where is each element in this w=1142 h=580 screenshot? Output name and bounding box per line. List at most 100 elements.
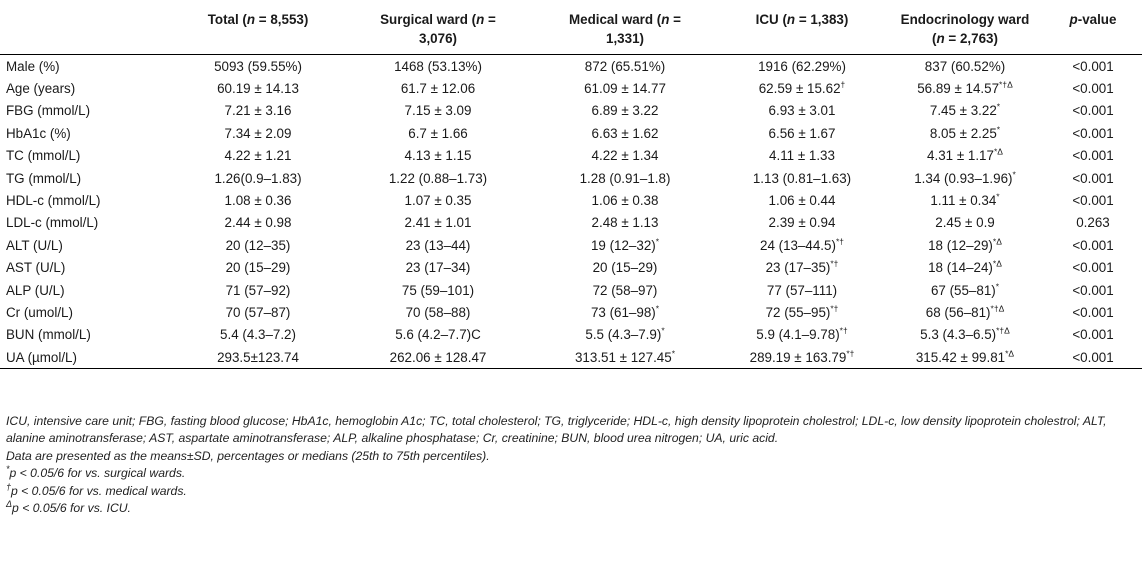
cell-icu: 5.9 (4.1–9.78)*† — [756, 325, 848, 343]
cell-icu: 1916 (62.29%) — [758, 58, 846, 74]
cell-characteristic: TC (mmol/L) — [6, 148, 81, 164]
table-body: Male (%) 5093 (59.55%) 1468 (53.13%) 872 (6… — [0, 55, 1142, 370]
cell-total: 7.34 ± 2.09 — [224, 125, 292, 141]
cell-icu: 1.13 (0.81–1.63) — [752, 170, 852, 186]
cell-endocrinology: 18 (14–24)*Δ — [928, 258, 1002, 276]
cell-icu: 1.06 ± 0.44 — [768, 193, 836, 209]
cell-characteristic: HbA1c (%) — [6, 125, 71, 141]
table-container: Total (n = 8,553) Surgical ward (n = 3,076… — [0, 0, 1142, 515]
cell-icu: 23 (17–35)*† — [765, 258, 839, 276]
cell-total: 70 (57–87) — [225, 304, 291, 320]
cell-total: 293.5±123.74 — [172, 346, 344, 370]
cell-endocrinology: 2.45 ± 0.9 — [935, 215, 995, 231]
characteristics-table: Total (n = 8,553) Surgical ward (n = 3,076… — [0, 0, 1142, 370]
table-row: Cr (umol/L) 70 (57–87) 70 (58–88) 73 (61–98… — [0, 301, 1142, 323]
cell-pvalue: <0.001 — [1072, 327, 1114, 343]
cell-medical: 19 (12–32)* — [590, 236, 660, 253]
cell-surgical: 23 (13–44) — [405, 237, 471, 253]
cell-pvalue: <0.001 — [1044, 346, 1142, 370]
cell-medical: 73 (61–98)* — [590, 303, 660, 320]
table-row: FBG (mmol/L) 7.21 ± 3.16 7.15 ± 3.09 6.89 ±… — [0, 100, 1142, 122]
cell-surgical: 1.22 (0.88–1.73) — [388, 170, 488, 186]
cell-medical: 6.63 ± 1.62 — [591, 125, 659, 141]
cell-endocrinology: 837 (60.52%) — [924, 58, 1006, 74]
cell-total: 1.08 ± 0.36 — [224, 193, 292, 209]
table-row: LDL-c (mmol/L) 2.44 ± 0.98 2.41 ± 1.01 2.48… — [0, 212, 1142, 234]
header-medical: Medical ward (n = 1,331) — [532, 0, 718, 55]
table-row: ALT (U/L) 20 (12–35) 23 (13–44) 19 (12–32)*… — [0, 234, 1142, 256]
cell-endocrinology: 56.89 ± 14.57*†Δ — [917, 79, 1013, 97]
header-icu: ICU (n = 1,383) — [718, 0, 886, 55]
cell-icu: 77 (57–111) — [766, 282, 838, 298]
cell-characteristic: UA (µmol/L) — [0, 346, 172, 370]
cell-endocrinology: 1.11 ± 0.34* — [930, 191, 1000, 209]
cell-characteristic: FBG (mmol/L) — [6, 103, 91, 119]
header-row: Total (n = 8,553) Surgical ward (n = 3,076… — [0, 0, 1142, 55]
footnote-star: *p < 0.05/6 for vs. surgical wards. — [6, 464, 186, 481]
table-row: ALP (U/L) 71 (57–92) 75 (59–101) 72 (58–97)… — [0, 279, 1142, 301]
cell-pvalue: <0.001 — [1072, 103, 1114, 119]
cell-characteristic: AST (U/L) — [6, 260, 66, 276]
cell-pvalue: <0.001 — [1072, 193, 1114, 209]
table-row: Male (%) 5093 (59.55%) 1468 (53.13%) 872 (6… — [0, 55, 1142, 78]
cell-surgical: 75 (59–101) — [401, 282, 475, 298]
footnote-delta: Δp < 0.05/6 for vs. ICU. — [6, 498, 131, 516]
cell-endocrinology: 67 (55–81)* — [930, 281, 1000, 298]
cell-endocrinology: 1.34 (0.93–1.96)* — [914, 169, 1016, 186]
cell-total: 20 (15–29) — [225, 260, 291, 276]
cell-pvalue: <0.001 — [1072, 125, 1114, 141]
cell-medical: 5.5 (4.3–7.9)* — [585, 325, 665, 343]
cell-pvalue: 0.263 — [1076, 215, 1110, 231]
table-row: BUN (mmol/L) 5.4 (4.3–7.2) 5.6 (4.2–7.7)C 5… — [0, 324, 1142, 346]
table-row: HbA1c (%) 7.34 ± 2.09 6.7 ± 1.66 6.63 ± 1.6… — [0, 122, 1142, 144]
table-row: AST (U/L) 20 (15–29) 23 (17–34) 20 (15–29) 2… — [0, 257, 1142, 279]
cell-surgical: 1.07 ± 0.35 — [404, 193, 472, 209]
cell-characteristic: LDL-c (mmol/L) — [6, 215, 99, 231]
cell-total: 7.21 ± 3.16 — [224, 103, 292, 119]
header-surgical: Surgical ward (n = 3,076) — [344, 0, 532, 55]
cell-icu: 2.39 ± 0.94 — [768, 215, 836, 231]
cell-endocrinology: 315.42 ± 99.81*Δ — [886, 346, 1044, 370]
header-characteristic — [0, 0, 172, 55]
cell-total: 5093 (59.55%) — [214, 58, 302, 74]
cell-icu: 6.56 ± 1.67 — [768, 125, 836, 141]
cell-endocrinology: 5.3 (4.3–6.5)*†Δ — [920, 325, 1010, 343]
cell-pvalue: <0.001 — [1072, 260, 1114, 276]
cell-total: 5.4 (4.3–7.2) — [220, 327, 296, 343]
cell-medical: 2.48 ± 1.13 — [591, 215, 659, 231]
cell-surgical: 7.15 ± 3.09 — [404, 103, 472, 119]
header-endocrinology: Endocrinology ward (n = 2,763) — [886, 0, 1044, 55]
cell-characteristic: Age (years) — [6, 81, 76, 97]
cell-characteristic: TG (mmol/L) — [6, 170, 82, 186]
abbreviations-note: ICU, intensive care unit; FBG, fasting b… — [6, 414, 1107, 446]
cell-icu: 6.93 ± 3.01 — [768, 103, 836, 119]
cell-surgical: 262.06 ± 128.47 — [344, 346, 532, 370]
table-notes: ICU, intensive care unit; FBG, fasting b… — [6, 413, 1138, 517]
cell-medical: 313.51 ± 127.45* — [532, 346, 718, 370]
table-header: Total (n = 8,553) Surgical ward (n = 3,076… — [0, 0, 1142, 55]
cell-medical: 20 (15–29) — [592, 260, 658, 276]
cell-pvalue: <0.001 — [1072, 170, 1114, 186]
cell-icu: 72 (55–95)*† — [765, 303, 839, 320]
table-row: TC (mmol/L) 4.22 ± 1.21 4.13 ± 1.15 4.22 ± … — [0, 145, 1142, 167]
cell-endocrinology: 68 (56–81)*†Δ — [925, 303, 1005, 320]
cell-total: 71 (57–92) — [225, 282, 291, 298]
cell-surgical: 70 (58–88) — [405, 304, 471, 320]
cell-characteristic: BUN (mmol/L) — [6, 327, 91, 343]
cell-characteristic: ALP (U/L) — [6, 282, 65, 298]
cell-total: 20 (12–35) — [225, 237, 291, 253]
header-total: Total (n = 8,553) — [172, 0, 344, 55]
cell-characteristic: ALT (U/L) — [6, 237, 63, 253]
cell-medical: 1.06 ± 0.38 — [591, 193, 659, 209]
cell-medical: 4.22 ± 1.34 — [591, 148, 659, 164]
cell-surgical: 2.41 ± 1.01 — [404, 215, 472, 231]
cell-surgical: 1468 (53.13%) — [394, 58, 482, 74]
cell-endocrinology: 8.05 ± 2.25* — [929, 124, 1001, 141]
cell-surgical: 5.6 (4.2–7.7)C — [395, 327, 481, 343]
cell-total: 1.26(0.9–1.83) — [214, 170, 302, 186]
table-row: TG (mmol/L) 1.26(0.9–1.83) 1.22 (0.88–1.73… — [0, 167, 1142, 189]
cell-surgical: 4.13 ± 1.15 — [404, 148, 472, 164]
cell-medical: 1.28 (0.91–1.8) — [579, 170, 671, 186]
cell-icu: 62.59 ± 15.62† — [758, 79, 846, 97]
cell-pvalue: <0.001 — [1072, 148, 1114, 164]
